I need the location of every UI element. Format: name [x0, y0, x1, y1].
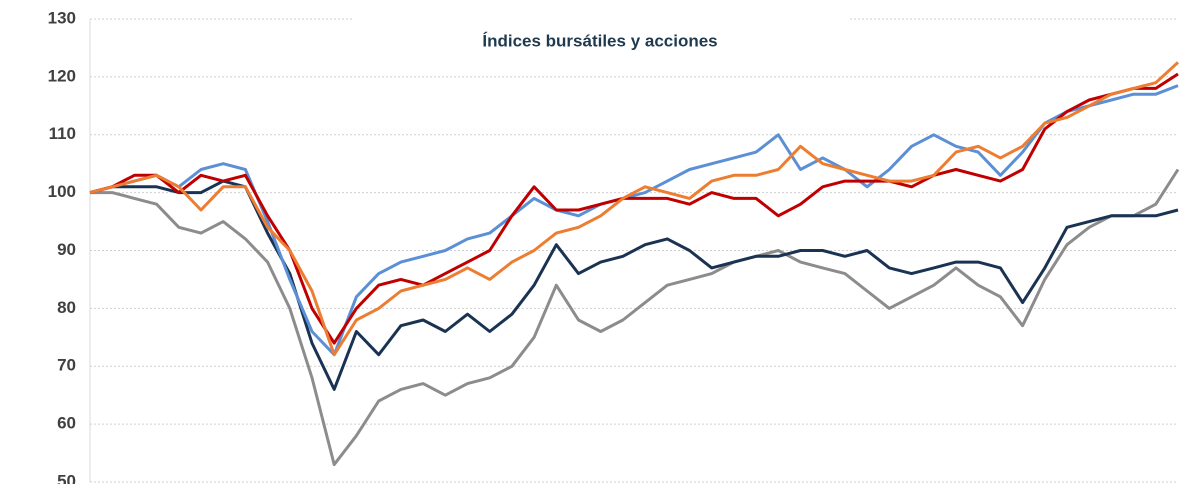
title-background: [352, 8, 850, 60]
chart-title: Índices bursátiles y acciones: [482, 31, 717, 50]
y-tick-label: 130: [48, 8, 76, 27]
y-tick-label: 120: [48, 66, 76, 85]
series-line: [89, 72, 1179, 345]
y-tick-label: 90: [57, 240, 76, 259]
series-line: [90, 168, 1180, 467]
y-tick-label: 70: [57, 356, 76, 375]
y-tick-label: 110: [49, 124, 76, 143]
series-line: [89, 61, 1180, 357]
y-tick-label: 80: [57, 298, 76, 317]
y-tick-label: 60: [57, 414, 76, 433]
y-tick-label: 100: [48, 182, 76, 201]
y-tick-label: 50: [57, 471, 76, 484]
series-line: [89, 179, 1179, 391]
